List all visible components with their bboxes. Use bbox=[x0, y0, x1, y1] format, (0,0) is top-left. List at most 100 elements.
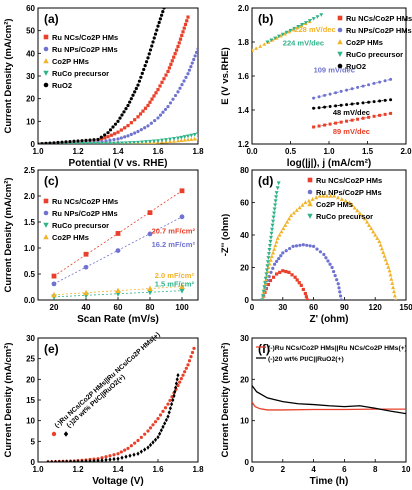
x-tick-label: 60 bbox=[309, 303, 318, 312]
data-point bbox=[387, 268, 392, 273]
legend-marker bbox=[43, 222, 49, 228]
data-point bbox=[271, 275, 276, 279]
data-point bbox=[164, 138, 168, 142]
data-point bbox=[311, 17, 316, 21]
data-point bbox=[152, 36, 156, 40]
x-tick-label: 30 bbox=[278, 303, 287, 312]
legend-marker bbox=[43, 82, 49, 88]
x-tick-label: 1.8 bbox=[192, 465, 204, 474]
y-tick-label: 40 bbox=[26, 49, 35, 58]
data-point bbox=[187, 359, 192, 363]
legend-label: Ru NCs/Co2P HMs bbox=[316, 176, 382, 185]
data-point bbox=[335, 278, 339, 282]
data-point bbox=[179, 135, 184, 140]
y-axis-label: -Z'' (ohm) bbox=[220, 214, 231, 257]
data-point bbox=[312, 244, 316, 248]
data-point bbox=[372, 81, 376, 85]
data-point bbox=[123, 126, 127, 130]
x-tick-label: 8 bbox=[373, 465, 378, 474]
panel-label: (b) bbox=[258, 12, 273, 26]
data-point bbox=[153, 437, 158, 442]
data-point bbox=[112, 456, 116, 462]
data-point bbox=[186, 134, 190, 139]
data-point bbox=[283, 31, 287, 36]
data-point bbox=[293, 275, 297, 279]
data-point bbox=[126, 134, 130, 138]
data-point bbox=[120, 113, 124, 117]
data-point bbox=[151, 423, 155, 427]
data-point bbox=[166, 414, 170, 419]
data-point bbox=[148, 139, 152, 144]
x-tick-label: 6 bbox=[342, 465, 347, 474]
legend-label: Co2P HMs bbox=[346, 38, 383, 47]
data-point bbox=[277, 34, 281, 39]
data-point bbox=[290, 273, 294, 277]
data-point bbox=[176, 138, 180, 143]
data-point bbox=[100, 456, 104, 460]
data-point bbox=[181, 373, 185, 377]
data-point bbox=[317, 193, 322, 198]
legend-label: (-)20 wt% Pt/C||RuO2(+) bbox=[66, 374, 127, 430]
data-point bbox=[159, 428, 163, 433]
legend-label: Ru NCs/Co2P HMs bbox=[52, 33, 118, 42]
data-point bbox=[80, 459, 84, 462]
y-axis-label: Current Dencity (mA/cm²) bbox=[220, 342, 231, 457]
data-point bbox=[144, 60, 149, 64]
data-point bbox=[161, 424, 165, 430]
data-point bbox=[144, 140, 148, 144]
data-point bbox=[192, 346, 196, 350]
data-point bbox=[389, 111, 393, 115]
data-point bbox=[289, 213, 294, 218]
x-tick-label: 1.8 bbox=[192, 147, 204, 156]
data-point bbox=[183, 370, 187, 374]
data-point bbox=[108, 457, 112, 462]
data-point bbox=[88, 138, 92, 142]
y-tick-label: 1.2 bbox=[238, 140, 250, 149]
data-point bbox=[267, 243, 272, 248]
data-point bbox=[136, 115, 140, 119]
y-tick-label: 20 bbox=[240, 264, 249, 273]
data-point bbox=[258, 44, 263, 48]
data-point bbox=[269, 270, 273, 274]
data-point bbox=[164, 417, 168, 423]
data-point bbox=[96, 137, 100, 142]
data-point bbox=[275, 236, 280, 240]
data-point bbox=[334, 104, 338, 108]
data-point bbox=[297, 281, 301, 285]
data-point bbox=[155, 28, 159, 32]
data-point bbox=[287, 270, 291, 274]
data-point bbox=[360, 213, 365, 218]
data-point bbox=[279, 254, 283, 258]
data-point bbox=[334, 91, 338, 95]
data-point bbox=[278, 33, 283, 38]
data-point bbox=[139, 449, 143, 454]
legend: (-)Ru NCs/Co2P HMs||Ru NCs/Co2P HMs(+)(-… bbox=[51, 331, 162, 437]
data-point bbox=[103, 136, 107, 140]
data-point bbox=[179, 288, 185, 294]
y-tick-label: 0.5 bbox=[24, 270, 36, 279]
data-point bbox=[190, 61, 194, 65]
data-point bbox=[150, 97, 154, 101]
data-point bbox=[269, 38, 274, 43]
annotation: 224 mV/dec bbox=[283, 38, 324, 47]
data-point bbox=[264, 272, 269, 277]
data-point bbox=[153, 32, 158, 36]
data-point bbox=[379, 246, 384, 251]
data-point bbox=[371, 229, 376, 234]
data-point bbox=[126, 124, 130, 128]
data-point bbox=[139, 128, 143, 132]
data-point bbox=[314, 195, 319, 200]
data-point bbox=[158, 413, 163, 417]
data-point bbox=[119, 136, 123, 140]
panel-label: (c) bbox=[44, 174, 59, 188]
data-point bbox=[266, 282, 271, 287]
data-point bbox=[328, 104, 332, 108]
data-point bbox=[394, 297, 397, 300]
data-point bbox=[304, 21, 308, 25]
data-point bbox=[350, 102, 354, 106]
data-point bbox=[158, 84, 162, 88]
x-tick-label: 4 bbox=[311, 465, 316, 474]
data-point bbox=[297, 205, 302, 210]
x-tick-label: 1.2 bbox=[72, 465, 84, 474]
